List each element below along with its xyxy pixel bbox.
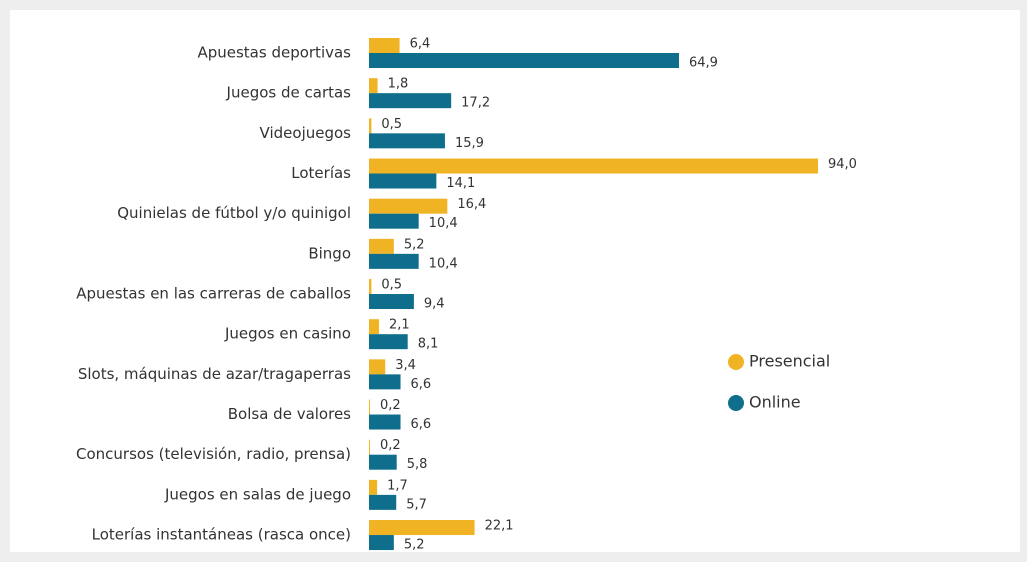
category-label: Slots, máquinas de azar/tragaperras xyxy=(78,365,351,383)
value-label: 5,2 xyxy=(404,538,425,553)
category-label: Apuestas en las carreras de caballos xyxy=(76,285,351,303)
category-label: Bolsa de valores xyxy=(228,405,351,423)
bar xyxy=(369,399,370,415)
value-label: 64,9 xyxy=(689,56,718,71)
value-label: 17,2 xyxy=(461,96,490,111)
bar xyxy=(369,133,445,149)
value-label: 0,2 xyxy=(380,398,401,413)
category-label: Juegos de cartas xyxy=(226,84,352,102)
panel xyxy=(10,10,1020,552)
bar xyxy=(369,253,419,269)
bar xyxy=(369,535,394,551)
value-label: 5,2 xyxy=(404,237,425,252)
value-label: 9,4 xyxy=(424,297,445,312)
bar xyxy=(369,158,818,174)
bar xyxy=(369,238,394,254)
bar xyxy=(369,319,380,335)
bar xyxy=(369,494,397,510)
value-label: 10,4 xyxy=(429,256,458,271)
category-label: Apuestas deportivas xyxy=(197,44,351,62)
bar xyxy=(369,53,680,68)
category-label: Bingo xyxy=(308,244,351,262)
value-label: 6,6 xyxy=(411,377,432,392)
legend-marker xyxy=(728,354,744,370)
value-label: 8,1 xyxy=(418,337,439,352)
value-label: 0,5 xyxy=(381,278,402,293)
value-label: 16,4 xyxy=(457,197,486,212)
value-label: 10,4 xyxy=(429,216,458,231)
bar xyxy=(369,374,401,390)
value-label: 3,4 xyxy=(395,358,416,373)
category-label: Concursos (televisión, radio, prensa) xyxy=(76,445,351,463)
bar xyxy=(369,93,452,109)
bar xyxy=(369,439,370,455)
category-label: Loterías xyxy=(291,164,351,182)
legend-marker xyxy=(728,395,744,411)
value-label: 14,1 xyxy=(446,176,475,191)
bar xyxy=(369,454,397,470)
bar xyxy=(369,294,414,310)
category-label: Loterías instantáneas (rasca once) xyxy=(92,526,351,544)
value-label: 15,9 xyxy=(455,136,484,151)
bar xyxy=(369,520,475,536)
value-label: 0,5 xyxy=(381,117,402,132)
value-label: 5,8 xyxy=(407,457,428,472)
value-label: 2,1 xyxy=(389,318,410,333)
value-label: 1,7 xyxy=(387,478,408,493)
bar xyxy=(369,334,408,350)
bar xyxy=(369,38,400,53)
value-label: 5,7 xyxy=(406,497,427,512)
bar xyxy=(369,279,372,295)
bar xyxy=(369,213,419,229)
value-label: 22,1 xyxy=(485,519,514,534)
category-label: Quinielas de fútbol y/o quinigol xyxy=(117,204,351,222)
value-label: 1,8 xyxy=(388,77,409,92)
legend-label: Presencial xyxy=(749,352,830,371)
value-label: 0,2 xyxy=(380,438,401,453)
category-label: Juegos en casino xyxy=(224,325,351,343)
value-label: 94,0 xyxy=(828,157,857,172)
bar xyxy=(369,173,437,189)
bar xyxy=(369,414,401,430)
bar xyxy=(369,479,378,495)
legend-label: Online xyxy=(749,393,801,412)
category-label: Juegos en salas de juego xyxy=(164,485,351,503)
bar xyxy=(369,359,386,375)
value-label: 6,4 xyxy=(410,37,431,52)
value-label: 6,6 xyxy=(411,417,432,432)
bar xyxy=(369,78,378,94)
bar xyxy=(369,198,448,214)
bar xyxy=(369,118,372,134)
category-label: Videojuegos xyxy=(260,124,352,142)
